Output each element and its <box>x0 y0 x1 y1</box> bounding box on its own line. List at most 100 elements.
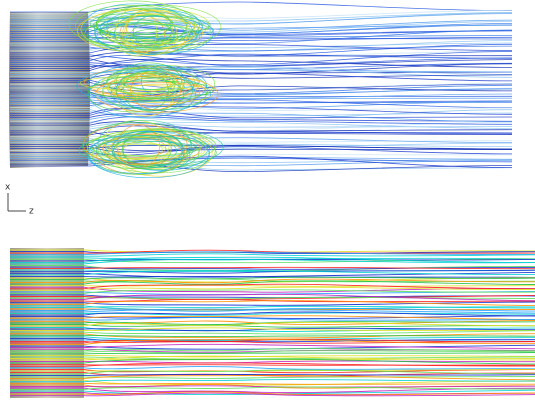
streamline <box>10 311 535 317</box>
streamline <box>10 294 535 299</box>
streamline <box>10 24 513 35</box>
vortex-streamline <box>83 124 188 166</box>
vortex-streamline <box>91 129 217 163</box>
streamline <box>10 327 535 332</box>
streamline <box>10 109 513 118</box>
streamline <box>10 368 535 374</box>
vortex-streamline <box>87 23 198 48</box>
streamline <box>10 286 535 291</box>
vortex-streamline <box>115 7 158 57</box>
top-streamline-panel <box>9 0 513 179</box>
streamline <box>10 379 535 383</box>
streamline <box>10 269 535 274</box>
streamline <box>10 385 535 388</box>
streamline <box>10 348 535 352</box>
streamline <box>10 125 513 135</box>
streamline <box>10 43 513 54</box>
streamline <box>10 315 535 321</box>
streamline <box>10 1 513 13</box>
vortex-streamline <box>87 64 208 108</box>
vortex-streamline <box>84 15 212 54</box>
streamline <box>10 333 535 339</box>
vortex-streamline <box>132 15 176 49</box>
streamline <box>10 308 535 314</box>
vortex-streamline <box>76 9 196 52</box>
vortex-streamline <box>91 81 206 97</box>
streamline <box>10 58 513 69</box>
streamline <box>10 113 513 122</box>
streamline <box>10 280 535 285</box>
streamline <box>10 249 535 254</box>
streamline <box>10 352 535 355</box>
streamline <box>10 275 535 278</box>
streamline <box>10 83 513 95</box>
vortex-streamline <box>115 69 193 112</box>
vortex-streamline <box>95 12 214 55</box>
streamline <box>10 53 513 64</box>
streamline <box>10 36 513 42</box>
vortex-streamline <box>91 136 188 175</box>
streamline <box>10 296 535 300</box>
streamline <box>10 321 535 326</box>
triad-label-z: z <box>29 207 34 217</box>
streamline <box>10 334 535 338</box>
vortex-streamline <box>88 138 191 174</box>
vortex-streamline <box>86 80 215 99</box>
streamline <box>10 382 535 385</box>
streamline <box>10 386 535 390</box>
streamline <box>10 21 513 33</box>
streamline <box>10 9 513 19</box>
streamline <box>10 283 535 290</box>
vortex-streamline <box>114 14 191 47</box>
streamline <box>10 12 513 22</box>
streamline <box>10 305 535 309</box>
vortex-streamline <box>75 4 188 48</box>
streamline <box>10 358 535 365</box>
streamline <box>10 316 535 321</box>
streamline <box>10 392 535 397</box>
vortex-streamline <box>130 24 175 44</box>
vortex-streamline <box>99 16 203 39</box>
streamline <box>10 112 513 123</box>
streamline <box>10 374 535 377</box>
vortex-streamline <box>111 130 184 169</box>
streamline <box>10 340 535 344</box>
streamline <box>10 138 513 149</box>
streamline <box>10 366 535 370</box>
streamline <box>10 256 535 264</box>
vortex-streamline <box>113 83 215 104</box>
streamline <box>10 289 535 294</box>
streamline <box>10 150 513 159</box>
axis-triad: x z <box>5 183 34 217</box>
vortex-streamline <box>80 8 199 51</box>
streamline <box>10 391 535 396</box>
streamline <box>10 253 535 257</box>
streamline <box>10 301 535 306</box>
streamline <box>10 369 535 375</box>
streamline <box>10 251 535 256</box>
streamline <box>10 144 513 152</box>
vortex-streamline <box>76 69 194 102</box>
streamline <box>10 258 535 265</box>
streamline <box>10 322 535 327</box>
streamline <box>10 51 513 66</box>
vortex-streamline <box>95 75 219 113</box>
streamline <box>10 293 535 302</box>
vortex-streamline <box>88 131 210 179</box>
vortex-streamline <box>89 140 198 157</box>
streamline <box>10 376 535 379</box>
vortex-streamline <box>121 71 176 99</box>
streamline <box>10 105 513 116</box>
vortex-streamline <box>109 80 185 94</box>
streamline <box>10 330 535 335</box>
triad-label-x: x <box>5 183 11 193</box>
streamline <box>10 160 513 171</box>
streamline <box>10 284 535 287</box>
streamline <box>10 312 535 316</box>
streamline <box>10 30 513 36</box>
streamline <box>10 101 513 110</box>
streamline <box>10 327 535 332</box>
streamline <box>10 315 535 319</box>
vortex-streamline <box>122 12 178 56</box>
